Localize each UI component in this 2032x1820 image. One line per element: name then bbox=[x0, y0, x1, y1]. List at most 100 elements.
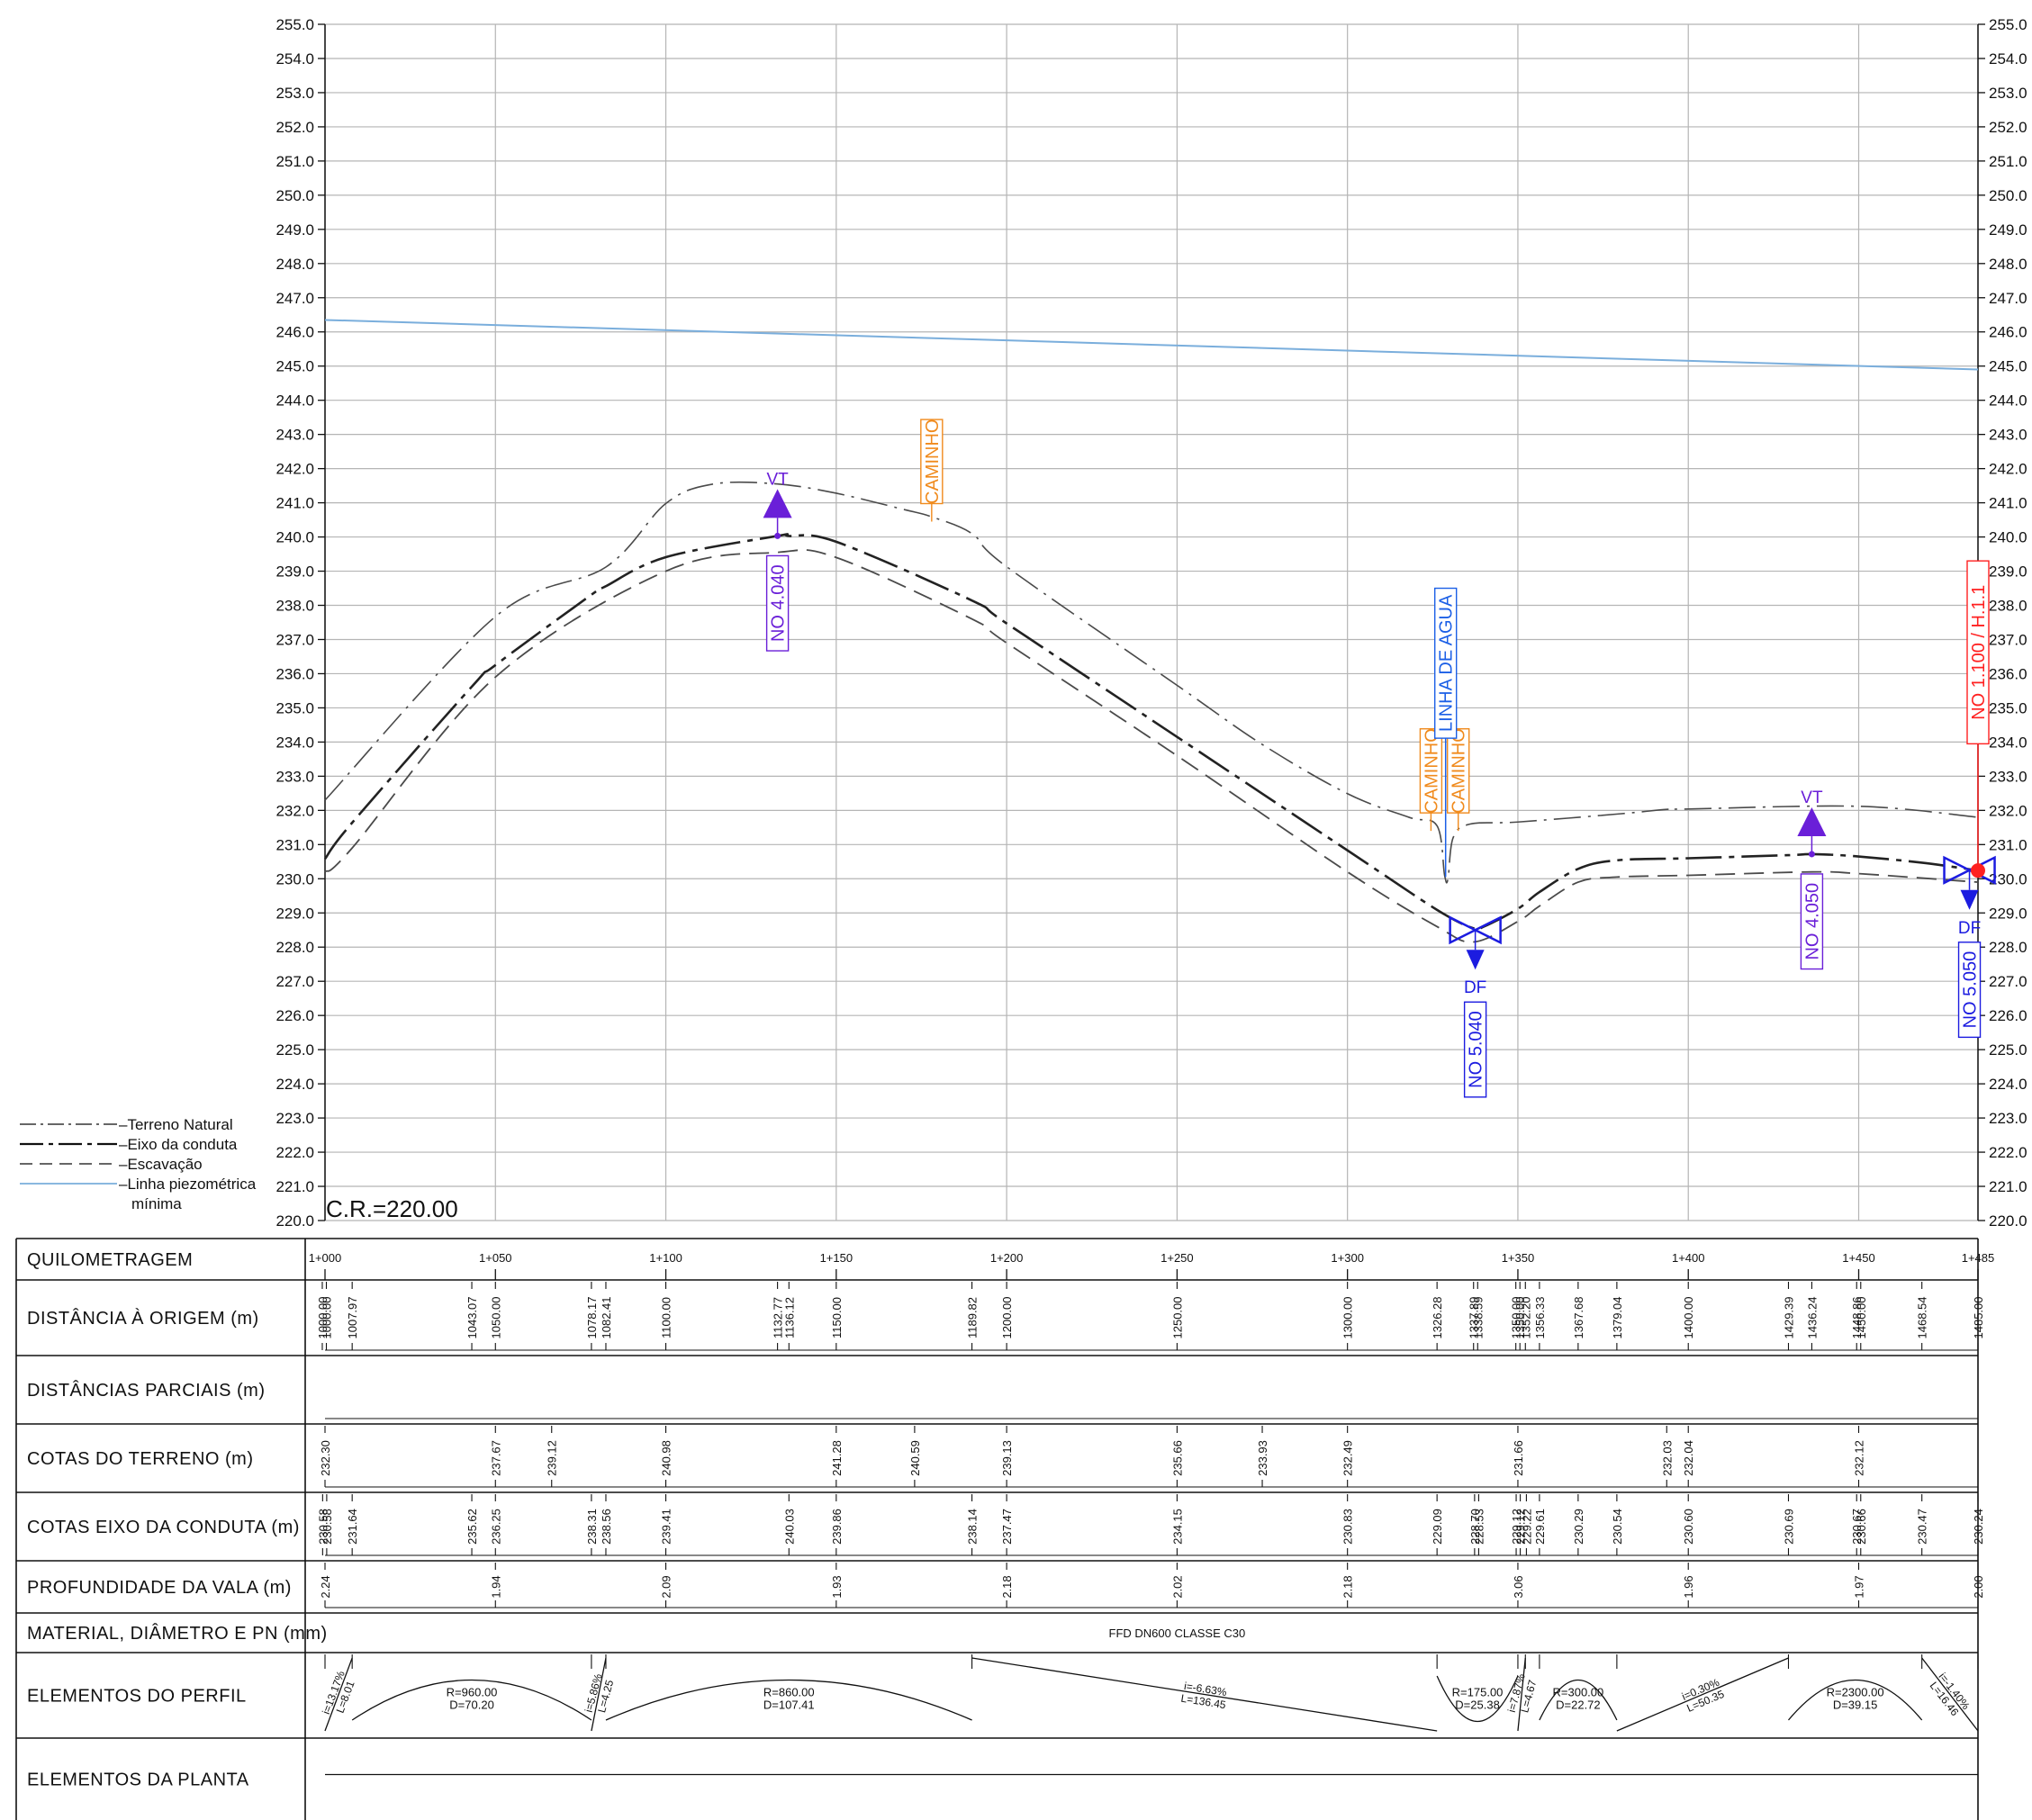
right-tick-label: 249.0 bbox=[1989, 221, 2027, 239]
distancia-value-text: 1379.04 bbox=[1611, 1297, 1624, 1339]
profundidade-value-text: 2.02 bbox=[1170, 1575, 1184, 1598]
profundidade-value-text: 3.06 bbox=[1512, 1575, 1525, 1598]
eixo-value-text: 230.66 bbox=[1855, 1509, 1868, 1545]
perfil-curve bbox=[1436, 1675, 1519, 1723]
left-tick-label: 238.0 bbox=[275, 598, 314, 615]
distancia-value: 1400.00 bbox=[1682, 1297, 1695, 1339]
distancia-value: 1350.00 bbox=[1513, 1297, 1527, 1339]
caminho-label-text: CAMINHO bbox=[1449, 728, 1469, 813]
right-tick-label: 236.0 bbox=[1989, 665, 2027, 682]
perfil-grade-label: i=7.87%L=4.67 bbox=[1505, 1672, 1540, 1715]
perfil-grade-line bbox=[1517, 1657, 1526, 1732]
distancia-value: 1338.59 bbox=[1471, 1297, 1485, 1339]
df-label: DF bbox=[1958, 919, 1981, 938]
eixo-value: 229.12 bbox=[1510, 1509, 1523, 1545]
left-tick-label: 224.0 bbox=[275, 1076, 314, 1093]
eixo-value-text: 229.12 bbox=[1514, 1509, 1528, 1545]
distancia-value: 1000.00 bbox=[316, 1297, 330, 1339]
eixo-value-text: 230.29 bbox=[1572, 1509, 1585, 1545]
distancia-value-text: 1136.12 bbox=[782, 1297, 796, 1338]
perfil-curve-label-1: R=175.00 bbox=[1452, 1686, 1504, 1699]
perfil-grade-label: i=-6.63%L=136.45 bbox=[1180, 1680, 1228, 1711]
terreno-value-text: 235.66 bbox=[1170, 1440, 1184, 1476]
left-tick-label: 228.0 bbox=[275, 939, 314, 956]
terreno-value-text: 240.98 bbox=[660, 1440, 673, 1476]
vt-node-label-text: NO 4.040 bbox=[769, 564, 789, 642]
eixo-value: 231.64 bbox=[346, 1509, 359, 1545]
km-label: 1+100 bbox=[649, 1251, 682, 1265]
eixo-value: 239.41 bbox=[660, 1509, 673, 1545]
terreno-value-text: 233.93 bbox=[1256, 1440, 1269, 1476]
eixo-value-text: 229.22 bbox=[1520, 1509, 1533, 1545]
eixo-value-text: 230.60 bbox=[1682, 1509, 1695, 1545]
perfil-curve bbox=[605, 1679, 972, 1721]
perfil-curve-label-2: D=22.72 bbox=[1556, 1698, 1601, 1712]
series-line-escava-o bbox=[324, 549, 1979, 943]
distancia-value-text: 1000.00 bbox=[321, 1297, 334, 1339]
vt-triangle-icon bbox=[763, 489, 792, 518]
right-tick-label: 239.0 bbox=[1989, 563, 2027, 581]
eixo-value-text: 228.53 bbox=[1472, 1509, 1486, 1545]
perfil-curve bbox=[1539, 1680, 1618, 1721]
eixo-value: 230.67 bbox=[1850, 1509, 1864, 1545]
right-tick-label: 230.0 bbox=[1989, 870, 2027, 887]
eixo-value: 234.15 bbox=[1170, 1509, 1184, 1545]
eixo-value: 238.14 bbox=[966, 1509, 980, 1545]
material-text: FFD DN600 CLASSE C30 bbox=[1109, 1626, 1246, 1640]
caminho-label-box bbox=[1419, 728, 1443, 814]
eixo-value: 230.58 bbox=[321, 1509, 334, 1545]
series-line-terreno-natural bbox=[324, 481, 1979, 884]
profundidade-value: 2.00 bbox=[1972, 1575, 1985, 1598]
eixo-value-text: 238.56 bbox=[600, 1509, 613, 1545]
eixo-value: 240.03 bbox=[782, 1509, 796, 1545]
terreno-value: 232.12 bbox=[1853, 1440, 1866, 1476]
eixo-value: 228.53 bbox=[1472, 1509, 1486, 1545]
eixo-value-text: 240.03 bbox=[782, 1509, 796, 1545]
plot-grid bbox=[324, 23, 1979, 1221]
km-label: 1+300 bbox=[1331, 1251, 1364, 1265]
terreno-value: 232.49 bbox=[1341, 1440, 1355, 1476]
distancia-value-text: 1338.59 bbox=[1471, 1297, 1485, 1339]
eixo-value: 229.22 bbox=[1520, 1509, 1533, 1545]
perfil-curve-label-1: R=300.00 bbox=[1553, 1686, 1604, 1699]
right-tick-label: 245.0 bbox=[1989, 358, 2027, 375]
profile-lines bbox=[323, 319, 1979, 943]
profundidade-value: 2.09 bbox=[660, 1575, 673, 1598]
distancia-value-text: 1337.89 bbox=[1468, 1297, 1481, 1339]
table-row-label-profundidade: PROFUNDIDADE DA VALA (m) bbox=[27, 1578, 292, 1598]
left-tick-label: 247.0 bbox=[275, 290, 314, 307]
eixo-value-text: 228.70 bbox=[1468, 1509, 1482, 1545]
vt-node-label-text: NO 4.050 bbox=[1802, 883, 1822, 960]
df-arrow-icon bbox=[1960, 889, 1979, 910]
distancia-value-text: 1436.24 bbox=[1805, 1297, 1819, 1339]
distancia-value: 1007.97 bbox=[346, 1297, 359, 1339]
perfil-curve bbox=[1787, 1680, 1923, 1721]
distancia-value: 1356.33 bbox=[1533, 1297, 1547, 1339]
profile-markers: VT NO 4.040 VT NO 4.050 DF NO 5.040 DF NO 5.050… bbox=[763, 419, 1996, 1098]
water-line-label-box bbox=[1433, 587, 1458, 739]
legend-label: –Terreno Natural bbox=[119, 1116, 233, 1133]
perfil-curve-label-2: D=39.15 bbox=[1833, 1698, 1878, 1712]
eixo-value-text: 231.64 bbox=[346, 1509, 359, 1545]
distancia-value-text: 1007.97 bbox=[346, 1297, 359, 1339]
left-tick-label: 240.0 bbox=[275, 529, 314, 546]
left-tick-label: 249.0 bbox=[275, 221, 314, 239]
left-tick-label: 245.0 bbox=[275, 358, 314, 375]
eixo-value: 236.25 bbox=[489, 1509, 502, 1545]
distancia-value: 1132.77 bbox=[772, 1297, 785, 1338]
distancia-value: 1448.86 bbox=[1850, 1297, 1864, 1339]
distancia-value: 1043.07 bbox=[465, 1297, 479, 1339]
right-tick-label: 231.0 bbox=[1989, 836, 2027, 853]
left-tick-label: 250.0 bbox=[275, 187, 314, 204]
right-tick-label: 220.0 bbox=[1989, 1212, 2027, 1230]
distancia-value-text: 1485.00 bbox=[1972, 1297, 1985, 1339]
df-node-label-box bbox=[1957, 942, 1982, 1039]
profundidade-value-text: 2.09 bbox=[660, 1575, 673, 1598]
distancia-value: 1189.82 bbox=[966, 1297, 980, 1338]
terreno-value: 239.12 bbox=[546, 1440, 559, 1476]
water-line-label-text: LINHA DE AGUA bbox=[1437, 594, 1457, 732]
right-tick-label: 240.0 bbox=[1989, 529, 2027, 546]
table-row-label-material: MATERIAL, DIÂMETRO E PN (mm) bbox=[27, 1623, 328, 1644]
eixo-value: 230.58 bbox=[316, 1509, 330, 1545]
caminho-label: CAMINHO bbox=[1447, 728, 1470, 814]
